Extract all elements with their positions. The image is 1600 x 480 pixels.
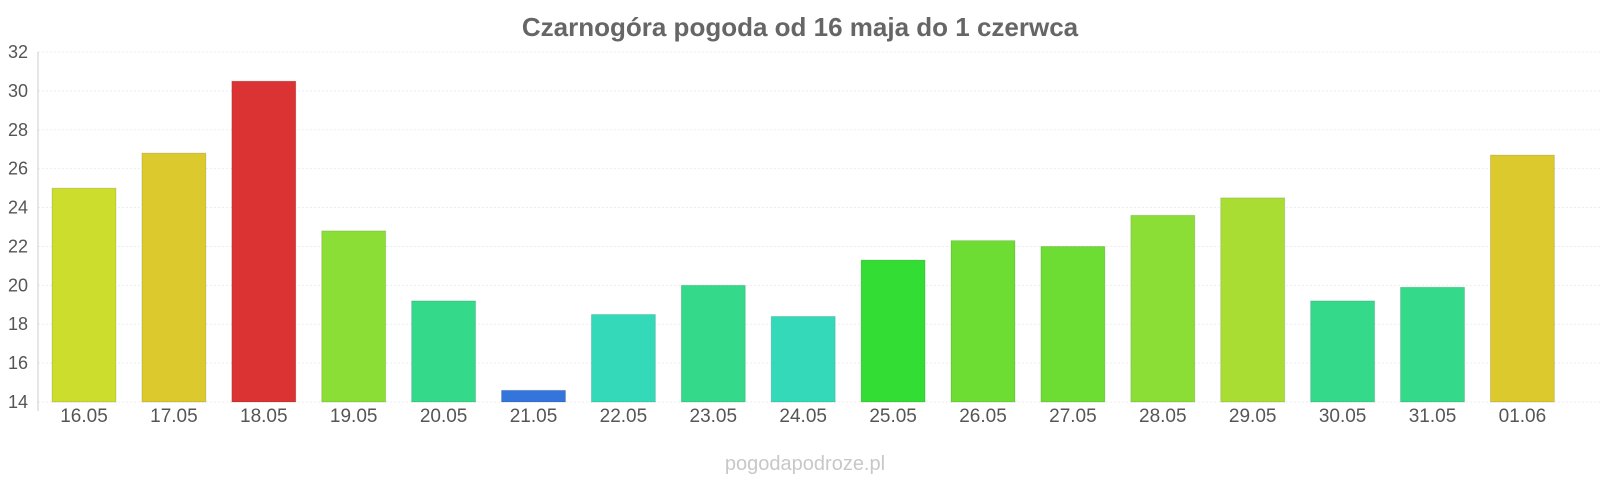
y-tick-label: 18	[8, 314, 28, 334]
y-tick-label: 28	[8, 120, 28, 140]
y-tick-label: 22	[8, 236, 28, 256]
x-tick-label: 29.05	[1229, 406, 1277, 427]
x-tick-label: 28.05	[1139, 406, 1187, 427]
x-tick-label: 30.05	[1319, 406, 1367, 427]
bar-16.05	[51, 187, 117, 403]
x-tick-label: 22.05	[600, 406, 648, 427]
bar-24.05	[770, 315, 836, 403]
y-tick-label: 32	[8, 42, 28, 62]
x-tick-label: 26.05	[959, 406, 1007, 427]
y-tick-label: 24	[8, 198, 28, 218]
x-tick-label: 24.05	[779, 406, 827, 427]
x-tick-label: 23.05	[690, 406, 738, 427]
bar-21.05	[501, 389, 566, 403]
y-tick-label: 14	[8, 392, 28, 412]
y-tick-label: 30	[8, 81, 28, 101]
bar-29.05	[1220, 197, 1286, 403]
y-tick-label: 16	[8, 353, 28, 373]
y-tick-label: 20	[8, 275, 28, 295]
y-tick-label: 26	[8, 159, 28, 179]
bars	[51, 80, 1555, 403]
x-tick-label: 25.05	[869, 406, 917, 427]
watermark-text: pogodapodroze.pl	[725, 453, 885, 475]
bar-30.05	[1310, 300, 1376, 403]
y-axis-ticks: 14 16 18 20 22 24 26 28 30 32	[8, 42, 28, 412]
x-tick-label: 20.05	[420, 406, 468, 427]
bar-31.05	[1400, 286, 1465, 403]
gridlines	[38, 51, 1600, 403]
bar-26.05	[950, 240, 1016, 403]
x-tick-label: 31.05	[1409, 406, 1457, 427]
bar-20.05	[411, 300, 477, 403]
x-tick-label: 01.06	[1499, 406, 1547, 427]
bar-18.05	[231, 80, 297, 403]
x-tick-label: 27.05	[1049, 406, 1097, 427]
x-tick-label: 17.05	[150, 406, 198, 427]
bar-19.05	[321, 230, 387, 403]
bar-17.05	[141, 152, 207, 403]
bar-27.05	[1040, 245, 1106, 403]
bar-25.05	[860, 259, 926, 403]
bar-22.05	[590, 314, 656, 403]
bar-28.05	[1130, 214, 1196, 403]
x-tick-label: 18.05	[240, 406, 288, 427]
x-tick-label: 19.05	[330, 406, 378, 427]
x-axis-ticks: 16.05 17.05 18.05 19.05 20.05 21.05 22.05 23.05…	[60, 406, 1546, 427]
bar-23.05	[680, 284, 746, 403]
x-tick-label: 21.05	[510, 406, 558, 427]
bar-01.06	[1489, 154, 1555, 403]
chart-title: Czarnogóra pogoda od 16 maja do 1 czerwc…	[522, 12, 1079, 42]
x-tick-label: 16.05	[60, 406, 108, 427]
